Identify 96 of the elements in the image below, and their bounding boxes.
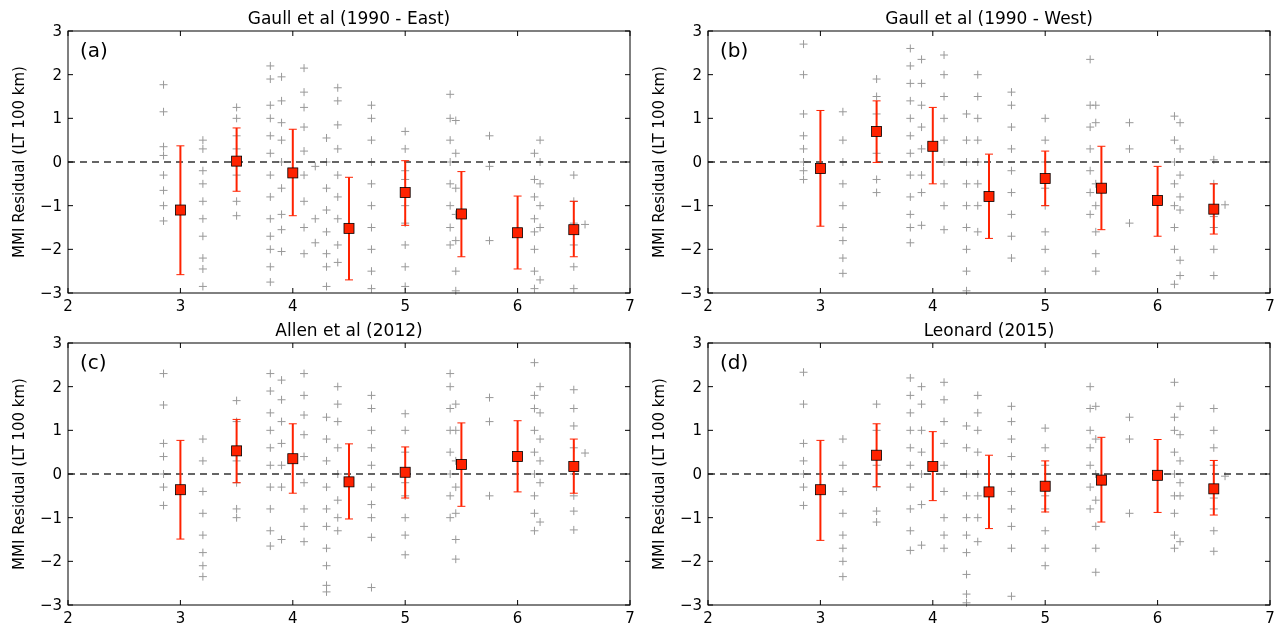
point [287,453,299,465]
x-tick-label: 4 [928,297,938,315]
point [1039,173,1051,184]
y-tick-label: 0 [692,153,702,171]
point [456,458,467,470]
y-tick-label: −3 [39,284,62,302]
y-tick-label: −1 [679,508,702,527]
point [512,227,523,239]
y-tick-label: −1 [39,196,62,215]
point [399,187,411,198]
x-tick-label: 5 [1040,297,1050,315]
chart-title: Allen et al (2012) [275,320,423,340]
point [399,466,411,478]
y-tick-label: −1 [39,508,62,527]
x-tick-label: 6 [512,609,523,627]
y-tick-label: 1 [692,421,702,440]
y-tick-label: 2 [52,377,62,396]
y-axis-title: MMI Residual (LT 100 km) [650,66,668,258]
point [1152,195,1163,206]
chart-title: Leonard (2015) [923,320,1055,340]
point [927,140,939,152]
y-tick-label: 1 [52,421,62,440]
annotation: (c) [80,350,107,374]
point [1039,480,1051,492]
y-tick-label: 3 [692,334,702,352]
y-axis-title: MMI Residual (LT 100 km) [650,378,668,570]
point [1208,203,1220,215]
annotation: (a) [80,38,108,62]
y-tick-label: −2 [39,552,62,571]
point [1152,469,1163,481]
x-tick-label: 6 [1152,297,1163,315]
annotation: (b) [720,38,749,62]
point [175,204,186,216]
point [231,445,242,457]
point [983,486,995,498]
y-axis-title: MMI Residual (LT 100 km) [10,66,28,258]
x-tick-label: 7 [625,297,635,315]
y-tick-label: −3 [679,596,702,614]
y-tick-label: 1 [692,109,702,128]
x-tick-label: 5 [1040,609,1050,627]
y-tick-label: 0 [52,465,62,483]
point [512,451,523,462]
x-tick-label: 2 [63,609,73,627]
y-tick-label: −3 [679,284,702,302]
x-tick-label: 3 [175,297,186,315]
x-tick-label: 5 [400,609,410,627]
y-tick-label: 1 [52,109,62,128]
x-tick-label: 4 [928,609,938,627]
x-tick-label: 7 [1265,609,1275,627]
chart-title: Gaull et al (1990 - West) [885,8,1093,28]
x-tick-label: 3 [175,609,186,627]
y-tick-label: 3 [52,334,62,352]
annotation: (d) [720,350,749,374]
x-tick-label: 2 [63,297,73,315]
point [1096,474,1107,486]
point [343,476,355,488]
y-axis-title: MMI Residual (LT 100 km) [10,378,28,570]
y-tick-label: 2 [52,65,62,84]
y-tick-label: 0 [692,465,702,483]
x-tick-label: 7 [1265,297,1275,315]
point [456,208,467,220]
y-tick-label: −2 [39,240,62,259]
x-tick-label: 5 [400,297,410,315]
x-tick-label: 7 [625,609,635,627]
x-tick-label: 3 [815,297,826,315]
point [287,167,299,179]
point [815,484,826,496]
y-tick-label: 0 [52,153,62,171]
point [568,461,580,472]
y-tick-label: −2 [679,240,702,259]
chart-title: Gaull et al (1990 - East) [247,8,451,28]
y-tick-label: −3 [39,596,62,614]
y-tick-label: 3 [692,22,702,40]
point [927,461,939,472]
point [871,126,882,137]
y-tick-label: 2 [692,377,702,396]
y-tick-label: −2 [679,552,702,571]
point [983,191,995,202]
point [231,155,242,167]
point [175,484,186,496]
x-tick-label: 6 [1152,609,1163,627]
point [871,449,882,461]
point [568,224,580,236]
x-tick-label: 3 [815,609,826,627]
point [1096,182,1107,194]
x-tick-label: 4 [288,609,298,627]
x-tick-label: 2 [703,297,713,315]
x-tick-label: 2 [703,609,713,627]
x-tick-label: 4 [288,297,298,315]
point [343,222,355,234]
point [815,163,826,174]
y-tick-label: 3 [52,22,62,40]
y-tick-label: 2 [692,65,702,84]
x-tick-label: 6 [512,297,523,315]
point [1208,483,1220,495]
y-tick-label: −1 [679,196,702,215]
